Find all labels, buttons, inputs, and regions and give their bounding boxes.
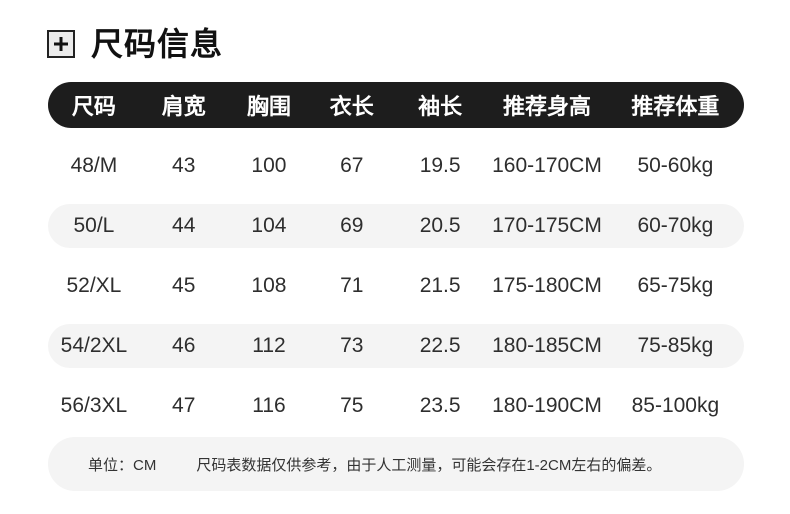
cell-sleeve: 23.5	[419, 394, 461, 417]
table-row: 54/2XL 46 112 73 22.5 180-185CM 75-85kg	[48, 324, 744, 368]
cell-shoulder: 44	[172, 214, 196, 237]
cell-chest: 100	[251, 154, 287, 177]
cell-chest: 116	[252, 394, 286, 417]
measurement-note: 单位：CM 尺码表数据仅供参考，由于人工测量，可能会存在1-2CM左右的偏差。	[48, 437, 744, 491]
cell-height: 180-190CM	[492, 394, 602, 417]
column-header-size: 尺码	[71, 94, 116, 119]
cell-sleeve: 19.5	[419, 154, 461, 177]
unit-label: 单位：CM	[88, 456, 157, 474]
cell-length: 69	[340, 214, 364, 237]
column-header-sleeve-length: 袖长	[418, 94, 463, 119]
cell-length: 73	[340, 334, 364, 357]
cell-shoulder: 43	[172, 154, 196, 177]
column-header-shoulder-width: 肩宽	[161, 94, 206, 119]
cell-size: 56/3XL	[60, 394, 128, 417]
cell-shoulder: 45	[172, 274, 196, 297]
cell-weight: 65-75kg	[637, 274, 714, 297]
cell-size: 48/M	[70, 154, 118, 177]
size-table: 尺码 肩宽 胸围 衣长 袖长 推荐身高 推荐体重 48/M 43 100 67 …	[48, 82, 744, 491]
page-title: 尺码信息	[91, 26, 224, 62]
cell-weight: 85-100kg	[631, 394, 720, 417]
table-row: 56/3XL 47 116 75 23.5 180-190CM 85-100kg	[48, 384, 744, 428]
table-row: 52/XL 45 108 71 21.5 175-180CM 65-75kg	[48, 264, 744, 308]
cell-height: 175-180CM	[492, 274, 602, 297]
note-text: 尺码表数据仅供参考，由于人工测量，可能会存在1-2CM左右的偏差。	[196, 456, 662, 474]
cell-shoulder: 47	[172, 394, 196, 417]
column-header-chest: 胸围	[246, 94, 291, 119]
column-header-recommended-weight: 推荐体重	[631, 94, 720, 119]
cell-size: 52/XL	[66, 274, 122, 297]
cell-weight: 75-85kg	[637, 334, 714, 357]
table-row: 48/M 43 100 67 19.5 160-170CM 50-60kg	[48, 144, 744, 188]
table-row: 50/L 44 104 69 20.5 170-175CM 60-70kg	[48, 204, 744, 248]
cell-length: 75	[340, 394, 364, 417]
cell-length: 67	[340, 154, 364, 177]
column-header-garment-length: 衣长	[329, 94, 374, 119]
cell-height: 160-170CM	[492, 154, 602, 177]
cell-weight: 60-70kg	[637, 214, 714, 237]
cell-sleeve: 22.5	[419, 334, 461, 357]
plus-box-icon	[47, 30, 75, 58]
cell-chest: 104	[251, 214, 287, 237]
cell-weight: 50-60kg	[637, 154, 714, 177]
cell-chest: 112	[252, 334, 286, 357]
cell-size: 54/2XL	[60, 334, 128, 357]
cell-height: 180-185CM	[492, 334, 602, 357]
table-header-row: 尺码 肩宽 胸围 衣长 袖长 推荐身高 推荐体重	[48, 82, 744, 128]
cell-length: 71	[340, 274, 364, 297]
column-header-recommended-height: 推荐身高	[502, 94, 591, 119]
cell-sleeve: 21.5	[419, 274, 461, 297]
cell-sleeve: 20.5	[419, 214, 461, 237]
cell-height: 170-175CM	[492, 214, 602, 237]
cell-size: 50/L	[73, 214, 115, 237]
section-title-row: 尺码信息	[0, 0, 790, 61]
cell-shoulder: 46	[172, 334, 196, 357]
cell-chest: 108	[251, 274, 287, 297]
